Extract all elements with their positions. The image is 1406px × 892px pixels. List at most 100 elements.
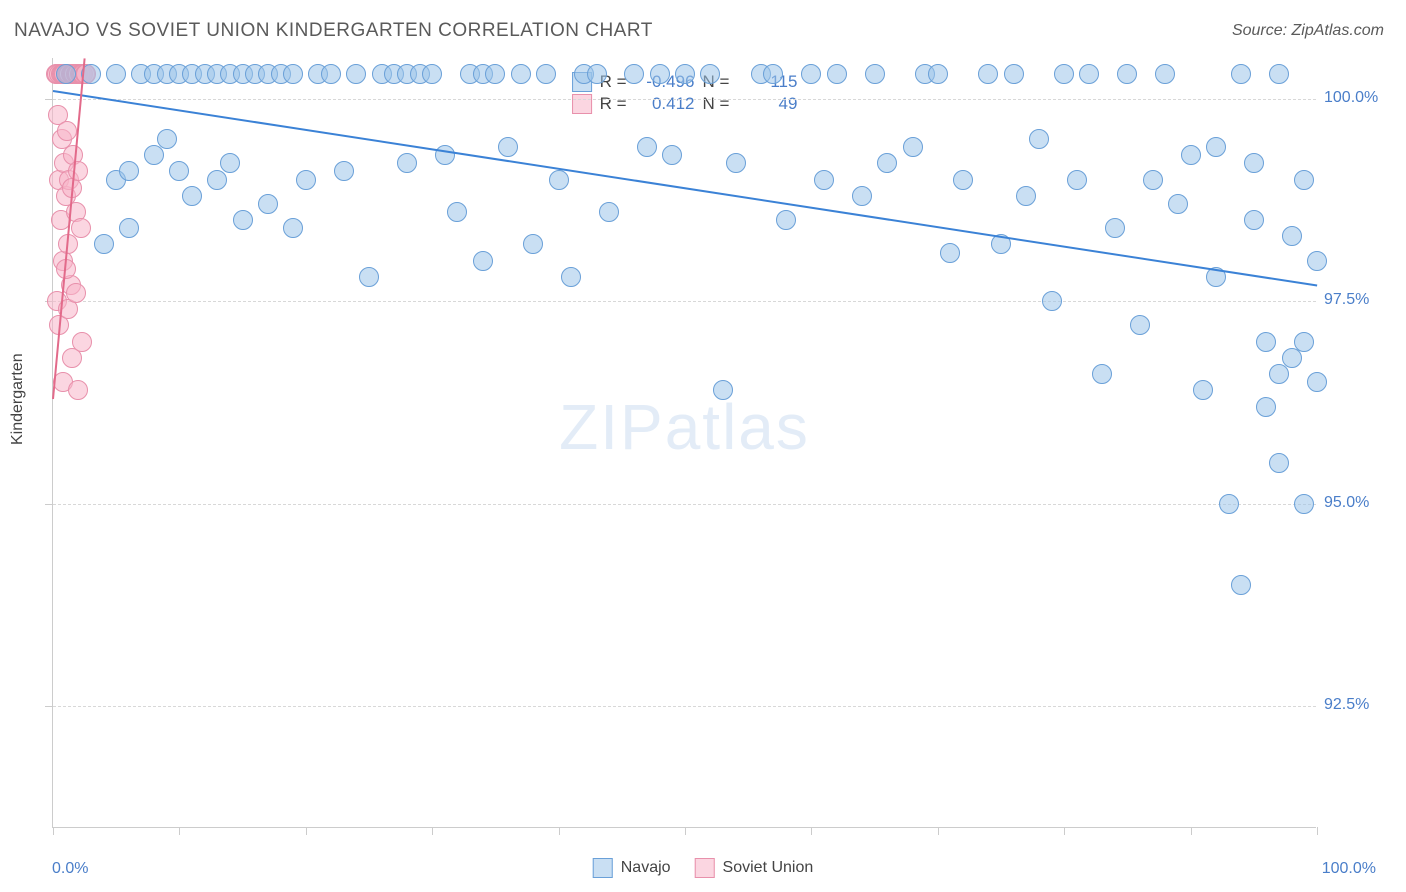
scatter-point-navajo [776,210,796,230]
x-tick [306,827,307,835]
scatter-point-navajo [1016,186,1036,206]
scatter-point-navajo [940,243,960,263]
scatter-point-navajo [220,153,240,173]
source-attribution: Source: ZipAtlas.com [1232,22,1384,40]
scatter-point-navajo [397,153,417,173]
bottom-legend: Navajo Soviet Union [593,858,814,878]
scatter-point-navajo [1054,64,1074,84]
soviet-r-value: 0.412 [635,94,695,114]
scatter-point-navajo [637,137,657,157]
scatter-point-navajo [207,170,227,190]
scatter-point-navajo [346,64,366,84]
x-tick [1317,827,1318,835]
scatter-point-soviet [57,121,77,141]
gridline [53,706,1316,707]
scatter-point-navajo [827,64,847,84]
scatter-point-navajo [1029,129,1049,149]
gridline [53,99,1316,100]
x-tick [685,827,686,835]
scatter-point-navajo [675,64,695,84]
scatter-point-navajo [447,202,467,222]
x-tick [432,827,433,835]
x-axis-max-label: 100.0% [1322,860,1376,878]
scatter-point-navajo [1294,494,1314,514]
scatter-point-navajo [662,145,682,165]
scatter-point-navajo [1168,194,1188,214]
scatter-point-navajo [928,64,948,84]
scatter-point-navajo [106,64,126,84]
scatter-point-soviet [68,380,88,400]
x-tick [938,827,939,835]
scatter-point-navajo [801,64,821,84]
scatter-point-navajo [865,64,885,84]
scatter-point-navajo [144,145,164,165]
y-axis-label: Kindergarten [9,353,27,445]
gridline [53,504,1316,505]
scatter-point-navajo [1067,170,1087,190]
scatter-point-navajo [233,210,253,230]
scatter-point-navajo [1256,332,1276,352]
y-tick [45,504,53,505]
scatter-point-soviet [72,332,92,352]
scatter-point-navajo [877,153,897,173]
scatter-point-navajo [1256,397,1276,417]
scatter-point-navajo [1117,64,1137,84]
y-tick [45,99,53,100]
scatter-point-navajo [953,170,973,190]
legend-item-soviet: Soviet Union [695,858,814,878]
scatter-point-navajo [182,186,202,206]
y-tick-label: 97.5% [1324,291,1394,309]
scatter-point-navajo [157,129,177,149]
x-tick [53,827,54,835]
scatter-point-soviet [66,283,86,303]
soviet-n-value: 49 [737,94,797,114]
scatter-point-navajo [523,234,543,254]
scatter-point-navajo [485,64,505,84]
scatter-point-navajo [814,170,834,190]
scatter-point-navajo [561,267,581,287]
scatter-point-navajo [852,186,872,206]
scatter-point-navajo [1219,494,1239,514]
legend-soviet-label: Soviet Union [723,859,814,877]
scatter-point-navajo [624,64,644,84]
scatter-point-navajo [1282,348,1302,368]
scatter-point-navajo [1092,364,1112,384]
scatter-point-navajo [599,202,619,222]
scatter-point-navajo [1244,210,1264,230]
scatter-point-navajo [498,137,518,157]
scatter-point-navajo [473,251,493,271]
scatter-point-navajo [1282,226,1302,246]
scatter-point-navajo [587,64,607,84]
gridline [53,301,1316,302]
watermark-atlas: atlas [665,391,810,463]
scatter-point-navajo [296,170,316,190]
x-tick [1064,827,1065,835]
scatter-point-navajo [726,153,746,173]
scatter-point-navajo [978,64,998,84]
scatter-point-navajo [1206,137,1226,157]
scatter-point-navajo [1294,332,1314,352]
soviet-swatch-icon [695,858,715,878]
scatter-point-navajo [258,194,278,214]
stat-r-label: R = [600,94,627,114]
scatter-point-navajo [650,64,670,84]
scatter-point-navajo [1231,64,1251,84]
scatter-point-navajo [1181,145,1201,165]
watermark: ZIPatlas [559,390,810,464]
x-tick [1191,827,1192,835]
x-axis-min-label: 0.0% [52,860,88,878]
scatter-point-navajo [763,64,783,84]
stat-n-label: N = [703,94,730,114]
stats-row-soviet: R = 0.412 N = 49 [572,94,798,114]
scatter-point-soviet [68,161,88,181]
scatter-point-navajo [511,64,531,84]
scatter-point-navajo [1042,291,1062,311]
scatter-chart: ZIPatlas R = -0.496 N = 115 R = 0.412 N … [52,58,1316,828]
scatter-point-navajo [321,64,341,84]
soviet-swatch [572,94,592,114]
scatter-point-navajo [422,64,442,84]
scatter-point-navajo [169,161,189,181]
watermark-zip: ZIP [559,391,665,463]
scatter-point-navajo [1307,372,1327,392]
scatter-point-navajo [283,218,303,238]
